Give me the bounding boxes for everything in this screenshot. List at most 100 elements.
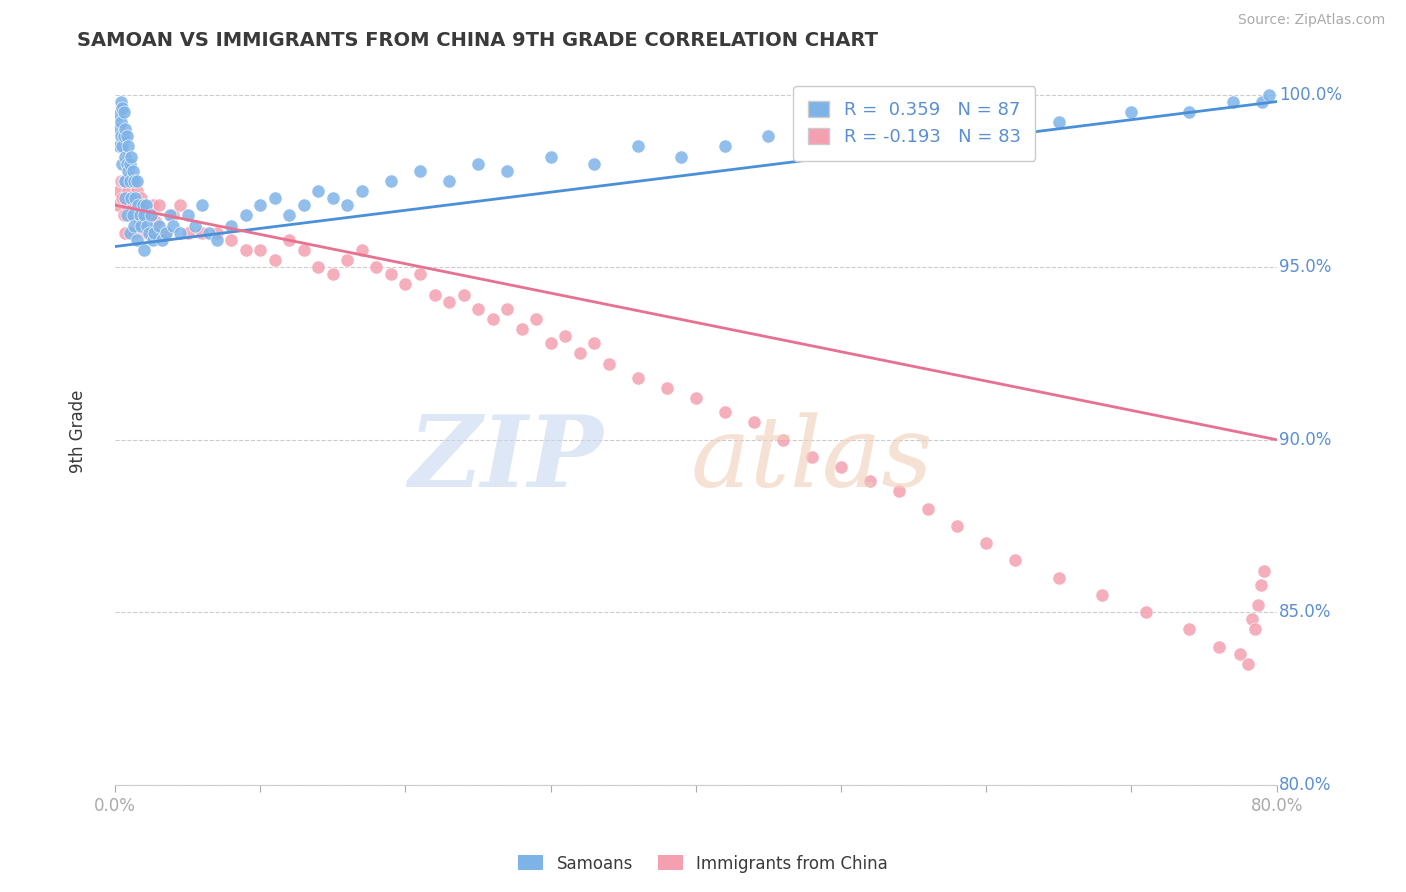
Point [114,191,136,205]
Point [1047,571,1070,585]
Point [162,209,184,223]
Point [540,150,562,164]
Point [685,392,707,406]
Point [235,209,257,223]
Point [350,184,373,198]
Point [583,157,606,171]
Point [111,157,134,171]
Point [125,184,148,198]
Point [134,198,156,212]
Point [263,253,285,268]
Point [859,129,882,144]
Point [139,209,162,223]
Point [114,174,136,188]
Point [583,336,606,351]
Point [974,122,997,136]
Text: SAMOAN VS IMMIGRANTS FROM CHINA 9TH GRADE CORRELATION CHART: SAMOAN VS IMMIGRANTS FROM CHINA 9TH GRAD… [77,31,879,50]
Point [219,219,242,233]
Point [120,209,142,223]
Point [124,209,146,223]
Point [111,139,134,153]
Point [115,209,138,223]
Point [184,219,207,233]
Point [1247,599,1270,613]
Text: 9th Grade: 9th Grade [69,390,87,473]
Point [117,139,139,153]
Point [524,312,547,326]
Point [380,174,402,188]
Point [205,233,228,247]
Text: 85.0%: 85.0% [1279,603,1331,621]
Point [115,129,138,144]
Point [114,122,136,136]
Point [278,209,301,223]
Point [830,460,852,475]
Legend: Samoans, Immigrants from China: Samoans, Immigrants from China [512,848,894,880]
Point [714,405,737,419]
Point [110,129,132,144]
Text: 100.0%: 100.0% [1279,86,1341,103]
Point [107,108,129,122]
Point [110,115,132,129]
Point [496,163,519,178]
Point [122,174,145,188]
Point [540,336,562,351]
Point [115,157,138,171]
Point [1178,623,1201,637]
Point [128,215,150,229]
Point [1236,657,1258,671]
Point [380,267,402,281]
Point [1178,104,1201,119]
Point [155,226,177,240]
Point [627,139,650,153]
Point [142,198,165,212]
Point [336,198,359,212]
Point [150,233,173,247]
Point [110,95,132,109]
Point [263,191,285,205]
Point [118,174,141,188]
Point [219,233,242,247]
Point [917,115,939,129]
Point [112,104,135,119]
Point [917,501,939,516]
Point [122,226,145,240]
Point [114,150,136,164]
Point [125,174,148,188]
Point [131,198,153,212]
Point [122,219,145,233]
Point [127,205,149,219]
Point [1258,87,1281,102]
Text: ZIP: ZIP [408,411,603,508]
Point [1251,95,1274,109]
Point [292,198,315,212]
Text: 90.0%: 90.0% [1279,431,1331,449]
Point [141,209,163,223]
Point [177,226,200,240]
Point [554,329,576,343]
Point [409,163,432,178]
Point [108,122,131,136]
Point [974,536,997,550]
Legend: R =  0.359   N = 87, R = -0.193   N = 83: R = 0.359 N = 87, R = -0.193 N = 83 [793,87,1035,161]
Text: 80.0%: 80.0% [1279,776,1331,794]
Point [758,129,780,144]
Point [1253,564,1275,578]
Point [114,226,136,240]
Point [655,381,678,395]
Point [307,184,329,198]
Point [112,209,135,223]
Point [1243,623,1265,637]
Point [124,191,146,205]
Point [801,450,824,464]
Point [568,346,591,360]
Point [322,267,344,281]
Point [129,191,152,205]
Point [143,226,166,240]
Point [138,226,160,240]
Point [136,226,159,240]
Point [946,519,969,533]
Point [162,219,184,233]
Point [350,243,373,257]
Point [627,370,650,384]
